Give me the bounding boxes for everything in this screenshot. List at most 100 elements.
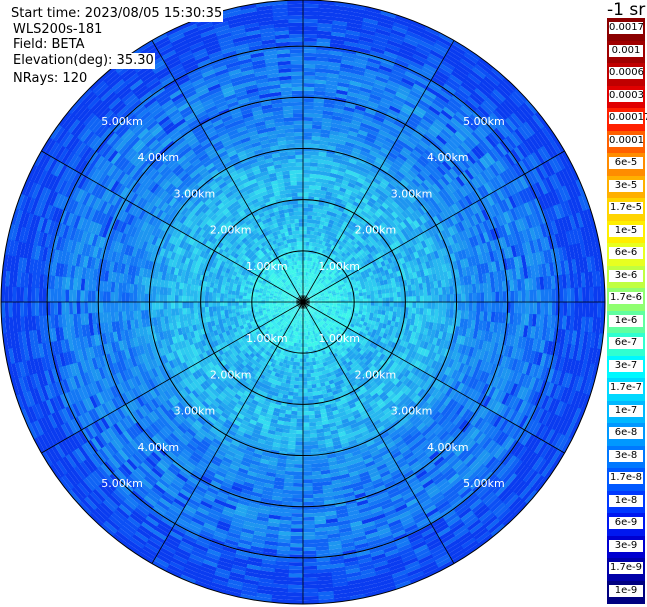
radar-cell [287, 302, 292, 304]
radar-cell [287, 154, 297, 160]
radar-cell [291, 334, 295, 339]
radar-cell [325, 299, 330, 301]
radar-cell [307, 287, 310, 292]
radar-cell [288, 296, 293, 299]
radar-cell [312, 269, 316, 274]
radar-cell [381, 306, 386, 311]
radar-cell [334, 312, 339, 316]
radar-cell [287, 300, 292, 302]
radar-cell [315, 290, 319, 294]
radar-cell [287, 290, 292, 294]
radar-cell [381, 293, 386, 299]
radar-cell [313, 288, 318, 292]
radar-cell [314, 311, 318, 315]
radar-cell [304, 268, 307, 272]
radar-cell [303, 147, 312, 152]
radar-cell [310, 276, 313, 281]
radar-cell [285, 323, 289, 328]
radar-cell [299, 369, 303, 374]
radar-cell [396, 286, 401, 293]
radar-cell [292, 318, 296, 323]
radar-cell [283, 289, 288, 293]
radar-cell [284, 305, 289, 307]
radar-cell [301, 313, 303, 318]
radar-cell [297, 308, 300, 313]
radar-cell [289, 274, 293, 279]
radar-cell [309, 425, 317, 431]
radar-cell [291, 302, 296, 304]
radar-cell [305, 347, 309, 351]
radar-cell [231, 298, 236, 302]
radar-cell [286, 275, 290, 280]
radar-cell [295, 154, 304, 159]
radar-cell [308, 307, 312, 310]
radar-cell [291, 286, 295, 291]
radar-cell [297, 296, 301, 300]
radar-cell [286, 271, 290, 276]
radar-cell [316, 314, 320, 319]
radar-cell [287, 324, 291, 329]
radar-cell [159, 286, 165, 295]
radar-cell [318, 288, 322, 292]
radar-cell [344, 297, 349, 300]
radar-cell [315, 333, 319, 338]
radar-cell [219, 297, 224, 302]
radar-cell [326, 319, 331, 324]
radar-cell [310, 151, 320, 156]
radar-cell [279, 328, 283, 333]
radar-cell [285, 189, 292, 194]
radar-cell [313, 270, 317, 275]
radar-cell [316, 307, 321, 310]
radar-cell [312, 391, 318, 396]
radar-cell [314, 303, 318, 305]
radar-cell [293, 211, 299, 216]
radar-cell [308, 294, 312, 298]
radar-cell [296, 298, 300, 301]
radar-cell [281, 307, 286, 311]
radar-cell [392, 311, 397, 318]
radar-cell [286, 319, 290, 324]
radar-cell [295, 307, 298, 311]
radar-cell [311, 286, 315, 290]
radar-cell [288, 283, 292, 288]
radar-cell [317, 313, 322, 317]
radar-cell [186, 295, 190, 302]
radar-cell [303, 218, 308, 223]
radar-cell [235, 298, 239, 302]
radar-cell [295, 426, 303, 431]
radar-cell [155, 301, 160, 310]
radar-cell [273, 294, 278, 297]
radar-cell [186, 289, 191, 297]
radar-cell [182, 295, 187, 302]
radar-cell [278, 317, 283, 321]
radar-cell [306, 298, 311, 301]
radar-cell [427, 295, 432, 303]
radar-cell [282, 316, 287, 320]
radar-cell [289, 173, 297, 179]
radar-cell [296, 292, 299, 296]
radar-cell [300, 313, 302, 317]
radar-cell [296, 327, 299, 332]
radar-cell [312, 282, 316, 287]
radar-cell [334, 314, 339, 318]
radar-cell [205, 306, 210, 313]
radar-cell [324, 284, 329, 288]
radar-cell [303, 215, 308, 220]
radar-cell [269, 303, 273, 306]
radar-cell [308, 294, 313, 298]
radar-cell [296, 284, 299, 288]
radar-cell [290, 219, 295, 224]
radar-cell [293, 295, 297, 298]
radar-cell [296, 280, 299, 284]
radar-cell [291, 309, 295, 313]
radar-cell [294, 294, 298, 297]
radar-cell [307, 327, 310, 332]
radar-cell [277, 292, 282, 295]
radar-cell [326, 280, 331, 285]
radar-cell [274, 324, 279, 329]
radar-cell [305, 316, 307, 321]
radar-cell [320, 285, 325, 289]
radar-cell [438, 309, 443, 318]
radar-cell [317, 295, 321, 298]
radar-cell [307, 284, 310, 288]
